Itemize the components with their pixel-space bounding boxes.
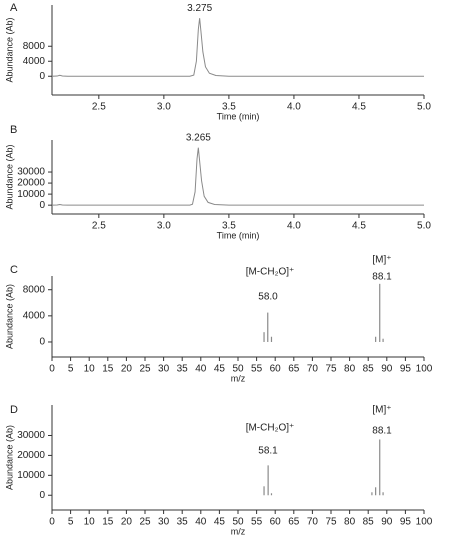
x-tick-label: 3.5 [222, 102, 236, 113]
x-tick-label: 95 [400, 364, 412, 375]
x-tick-label: 45 [214, 517, 226, 528]
y-tick-label: 4000 [23, 310, 46, 321]
x-tick-label: 4.5 [352, 102, 366, 113]
x-tick-label: 30 [158, 364, 170, 375]
panel-label: B [10, 124, 17, 136]
x-tick-label: 65 [288, 364, 300, 375]
x-tick-label: 25 [139, 364, 151, 375]
annotation: 88.1 [372, 272, 392, 283]
y-axis-label: Abundance (Ab) [4, 425, 14, 490]
trace [51, 18, 424, 77]
x-tick-label: 10 [84, 364, 96, 375]
y-tick-label: 0 [39, 200, 45, 211]
x-tick-label: 15 [102, 517, 114, 528]
y-tick-label: 30000 [17, 167, 45, 178]
y-tick-label: 4000 [23, 56, 46, 67]
x-tick-label: 85 [363, 517, 375, 528]
x-tick-label: 5.0 [417, 221, 431, 232]
x-axis-label: m/z [231, 373, 246, 383]
annotation: [M]⁺ [372, 255, 391, 266]
panel-label: C [10, 264, 18, 276]
x-tick-label: 90 [381, 364, 393, 375]
y-tick-label: 0 [39, 490, 45, 501]
annotation: [M-CH₂O]⁺ [246, 423, 295, 434]
x-tick-label: 55 [251, 517, 263, 528]
x-tick-label: 50 [232, 517, 244, 528]
x-tick-label: 90 [381, 517, 393, 528]
annotation: [M-CH₂O]⁺ [246, 267, 295, 278]
y-tick-label: 10000 [17, 189, 45, 200]
trace [51, 147, 424, 206]
x-tick-label: 20 [121, 364, 133, 375]
x-tick-label: 2.5 [92, 102, 106, 113]
x-tick-label: 35 [177, 517, 189, 528]
y-tick-label: 0 [39, 71, 45, 82]
x-tick-label: 80 [344, 517, 356, 528]
y-tick-label: 8000 [23, 41, 46, 52]
x-tick-label: 4.5 [352, 221, 366, 232]
x-tick-label: 5 [68, 364, 74, 375]
annotation: 58.1 [258, 446, 278, 457]
x-tick-label: 80 [344, 364, 356, 375]
x-tick-label: 10 [84, 517, 96, 528]
annotation: 88.1 [372, 426, 392, 437]
x-tick-label: 65 [288, 517, 300, 528]
annotation: 58.0 [258, 292, 278, 303]
x-tick-label: 100 [416, 364, 433, 375]
annotation: [M]⁺ [372, 405, 391, 416]
x-axis-label: m/z [231, 526, 246, 535]
x-axis-label: Time (min) [217, 230, 260, 240]
x-tick-label: 70 [307, 517, 319, 528]
x-tick-label: 20 [121, 517, 133, 528]
y-tick-label: 10000 [17, 470, 45, 481]
x-tick-label: 50 [232, 364, 244, 375]
y-tick-label: 0 [39, 337, 45, 348]
x-tick-label: 4.0 [287, 102, 301, 113]
y-tick-label: 8000 [23, 284, 46, 295]
x-tick-label: 40 [195, 517, 207, 528]
y-axis-label: Abundance (Ab) [4, 284, 14, 349]
y-tick-label: 20000 [17, 178, 45, 189]
y-axis-label: Abundance (Ab) [4, 144, 14, 209]
x-tick-label: 60 [270, 517, 282, 528]
x-tick-label: 15 [102, 364, 114, 375]
panel-label: A [10, 2, 18, 14]
y-tick-label: 30000 [17, 430, 45, 441]
peak-label: 3.275 [187, 3, 212, 14]
x-tick-label: 75 [325, 517, 337, 528]
x-tick-label: 3.0 [157, 102, 171, 113]
x-tick-label: 75 [325, 364, 337, 375]
x-tick-label: 35 [177, 364, 189, 375]
x-tick-label: 55 [251, 364, 263, 375]
x-tick-label: 3.0 [157, 221, 171, 232]
x-tick-label: 2.5 [92, 221, 106, 232]
x-tick-label: 60 [270, 364, 282, 375]
x-tick-label: 0 [49, 364, 55, 375]
x-tick-label: 5 [68, 517, 74, 528]
y-axis-label: Abundance (Ab) [4, 17, 14, 82]
y-tick-label: 20000 [17, 450, 45, 461]
x-tick-label: 3.5 [222, 221, 236, 232]
x-tick-label: 45 [214, 364, 226, 375]
x-tick-label: 0 [49, 517, 55, 528]
x-axis-label: Time (min) [217, 111, 260, 121]
panel-label: D [10, 404, 18, 416]
x-tick-label: 25 [139, 517, 151, 528]
x-tick-label: 5.0 [417, 102, 431, 113]
x-tick-label: 95 [400, 517, 412, 528]
x-tick-label: 30 [158, 517, 170, 528]
peak-label: 3.265 [186, 132, 211, 143]
x-tick-label: 100 [416, 517, 433, 528]
x-tick-label: 70 [307, 364, 319, 375]
x-tick-label: 85 [363, 364, 375, 375]
x-tick-label: 40 [195, 364, 207, 375]
x-tick-label: 4.0 [287, 221, 301, 232]
